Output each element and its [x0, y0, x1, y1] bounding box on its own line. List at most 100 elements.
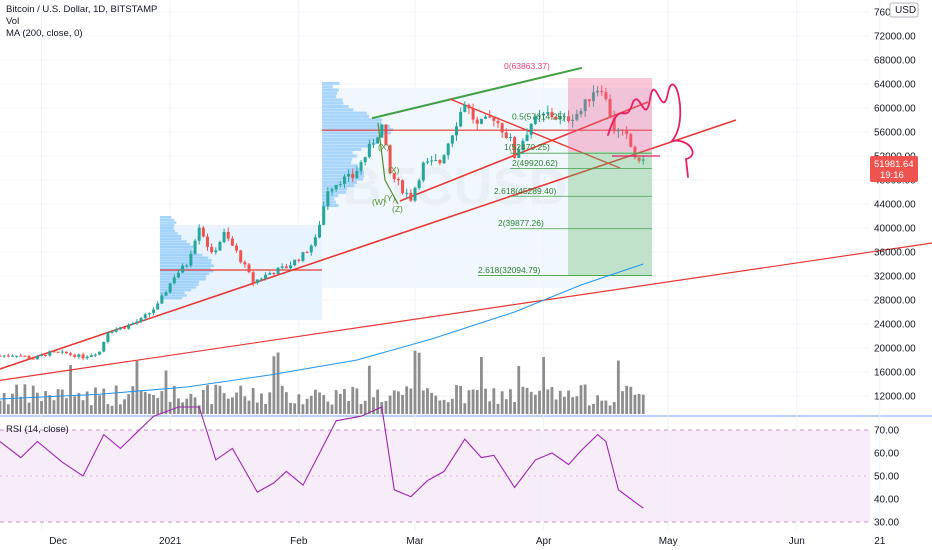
profile-bar — [160, 286, 197, 289]
volume-bar — [455, 385, 458, 414]
candle-body — [2, 355, 6, 357]
profile-bar — [322, 108, 354, 112]
volume-bar — [60, 389, 64, 414]
price-tick: 56000.00 — [874, 128, 916, 139]
volume-bar — [338, 393, 342, 414]
candle-body — [459, 111, 463, 127]
wave-label: (Z) — [392, 204, 403, 214]
candle-body — [23, 355, 27, 357]
volume-bar — [81, 400, 85, 414]
candle-body — [463, 104, 467, 112]
profile-bar — [160, 240, 187, 243]
candle-body — [301, 252, 305, 261]
rsi-legend[interactable]: RSI (14, close) — [6, 424, 69, 435]
volume-bar — [314, 389, 317, 414]
candle-body — [139, 318, 143, 322]
volume-bar — [222, 393, 226, 414]
candle-body — [621, 129, 624, 131]
wedge-line — [449, 98, 621, 169]
candle-body — [608, 99, 612, 118]
channel-bottom — [399, 101, 649, 202]
volume-bar — [206, 385, 209, 414]
profile-bar — [322, 95, 337, 99]
fib-label: 2.618(45289.40) — [494, 186, 557, 196]
volume-bar — [413, 350, 417, 414]
profile-bar — [160, 278, 206, 281]
candle-body — [388, 145, 392, 174]
volume-bar — [450, 398, 454, 414]
candle-body — [633, 146, 637, 158]
ma-legend[interactable]: MA (200, close, 0) — [6, 28, 83, 39]
chart-legend[interactable]: Bitcoin / U.S. Dollar, 1D, BITSTAMP Vol … — [6, 4, 157, 40]
volume-bar — [488, 401, 492, 414]
candle-body — [529, 123, 533, 135]
profile-bar — [160, 243, 190, 246]
wave-label: (X) — [388, 165, 400, 175]
profile-bar — [322, 194, 339, 198]
candle-body — [77, 354, 81, 357]
candle-body — [525, 134, 529, 141]
volume-bar — [69, 365, 72, 414]
volume-bar — [525, 387, 529, 414]
volume-bar — [513, 402, 516, 414]
volume-bar — [235, 392, 238, 414]
volume-bar — [177, 398, 180, 414]
volume-bar — [239, 385, 243, 414]
fib-label: 2.618(32094.79) — [478, 265, 541, 275]
candle-body — [106, 332, 110, 342]
candle-body — [471, 108, 475, 120]
candle-body — [542, 113, 546, 116]
volume-bar — [243, 396, 247, 414]
volume-bar — [218, 385, 222, 414]
volume-bar — [384, 401, 388, 414]
volume-legend[interactable]: Vol — [6, 16, 20, 27]
profile-bar — [160, 229, 175, 232]
volume-bar — [571, 397, 575, 414]
time-tick: Mar — [406, 536, 424, 547]
profile-bar — [322, 131, 391, 135]
profile-bar — [160, 280, 199, 284]
volume-bar — [168, 401, 172, 414]
candle-body — [558, 116, 562, 120]
volume-bar — [77, 393, 81, 414]
time-axis[interactable]: Dec 2021 Feb Mar Apr May Jun 21 — [49, 536, 886, 547]
volume-bar — [480, 356, 483, 414]
volume-bar — [637, 394, 641, 414]
rsi-axis[interactable]: 70.00 60.00 50.00 40.00 30.00 — [874, 426, 899, 529]
candle-body — [641, 159, 645, 161]
rsi-tick: 60.00 — [874, 449, 899, 460]
volume-bar — [272, 356, 276, 414]
volume-bar — [355, 388, 359, 414]
price-axis[interactable]: 76000.0072000.0068000.0064000.0060000.00… — [874, 8, 916, 403]
volume-bar — [334, 390, 338, 414]
candle-body — [255, 279, 259, 283]
candle-body — [127, 324, 131, 329]
symbol-title[interactable]: Bitcoin / U.S. Dollar, 1D, BITSTAMP — [6, 4, 158, 15]
volume-bar — [73, 396, 77, 414]
volume-bar — [492, 388, 496, 414]
volume-bar — [347, 400, 350, 414]
candle-body — [176, 272, 180, 278]
candle-body — [492, 117, 496, 121]
candle-body — [156, 303, 160, 310]
profile-bar — [322, 180, 357, 184]
currency-label: USD — [895, 5, 916, 16]
candle-body — [89, 355, 93, 357]
profile-bar — [322, 190, 347, 194]
candle-body — [44, 354, 48, 356]
volume-bar — [102, 388, 106, 414]
volume-bar — [15, 384, 18, 414]
candle-body — [517, 149, 521, 158]
profile-bar — [160, 288, 192, 292]
candle-body — [475, 119, 479, 124]
candle-body — [600, 90, 604, 93]
candle-body — [118, 327, 122, 330]
volume-bar — [558, 390, 562, 414]
profile-bar — [322, 141, 377, 145]
candle-body — [405, 192, 409, 194]
currency-button[interactable]: USD — [889, 2, 919, 18]
candle-body — [259, 278, 263, 280]
candle-body — [81, 354, 85, 359]
volume-bar — [251, 388, 255, 414]
